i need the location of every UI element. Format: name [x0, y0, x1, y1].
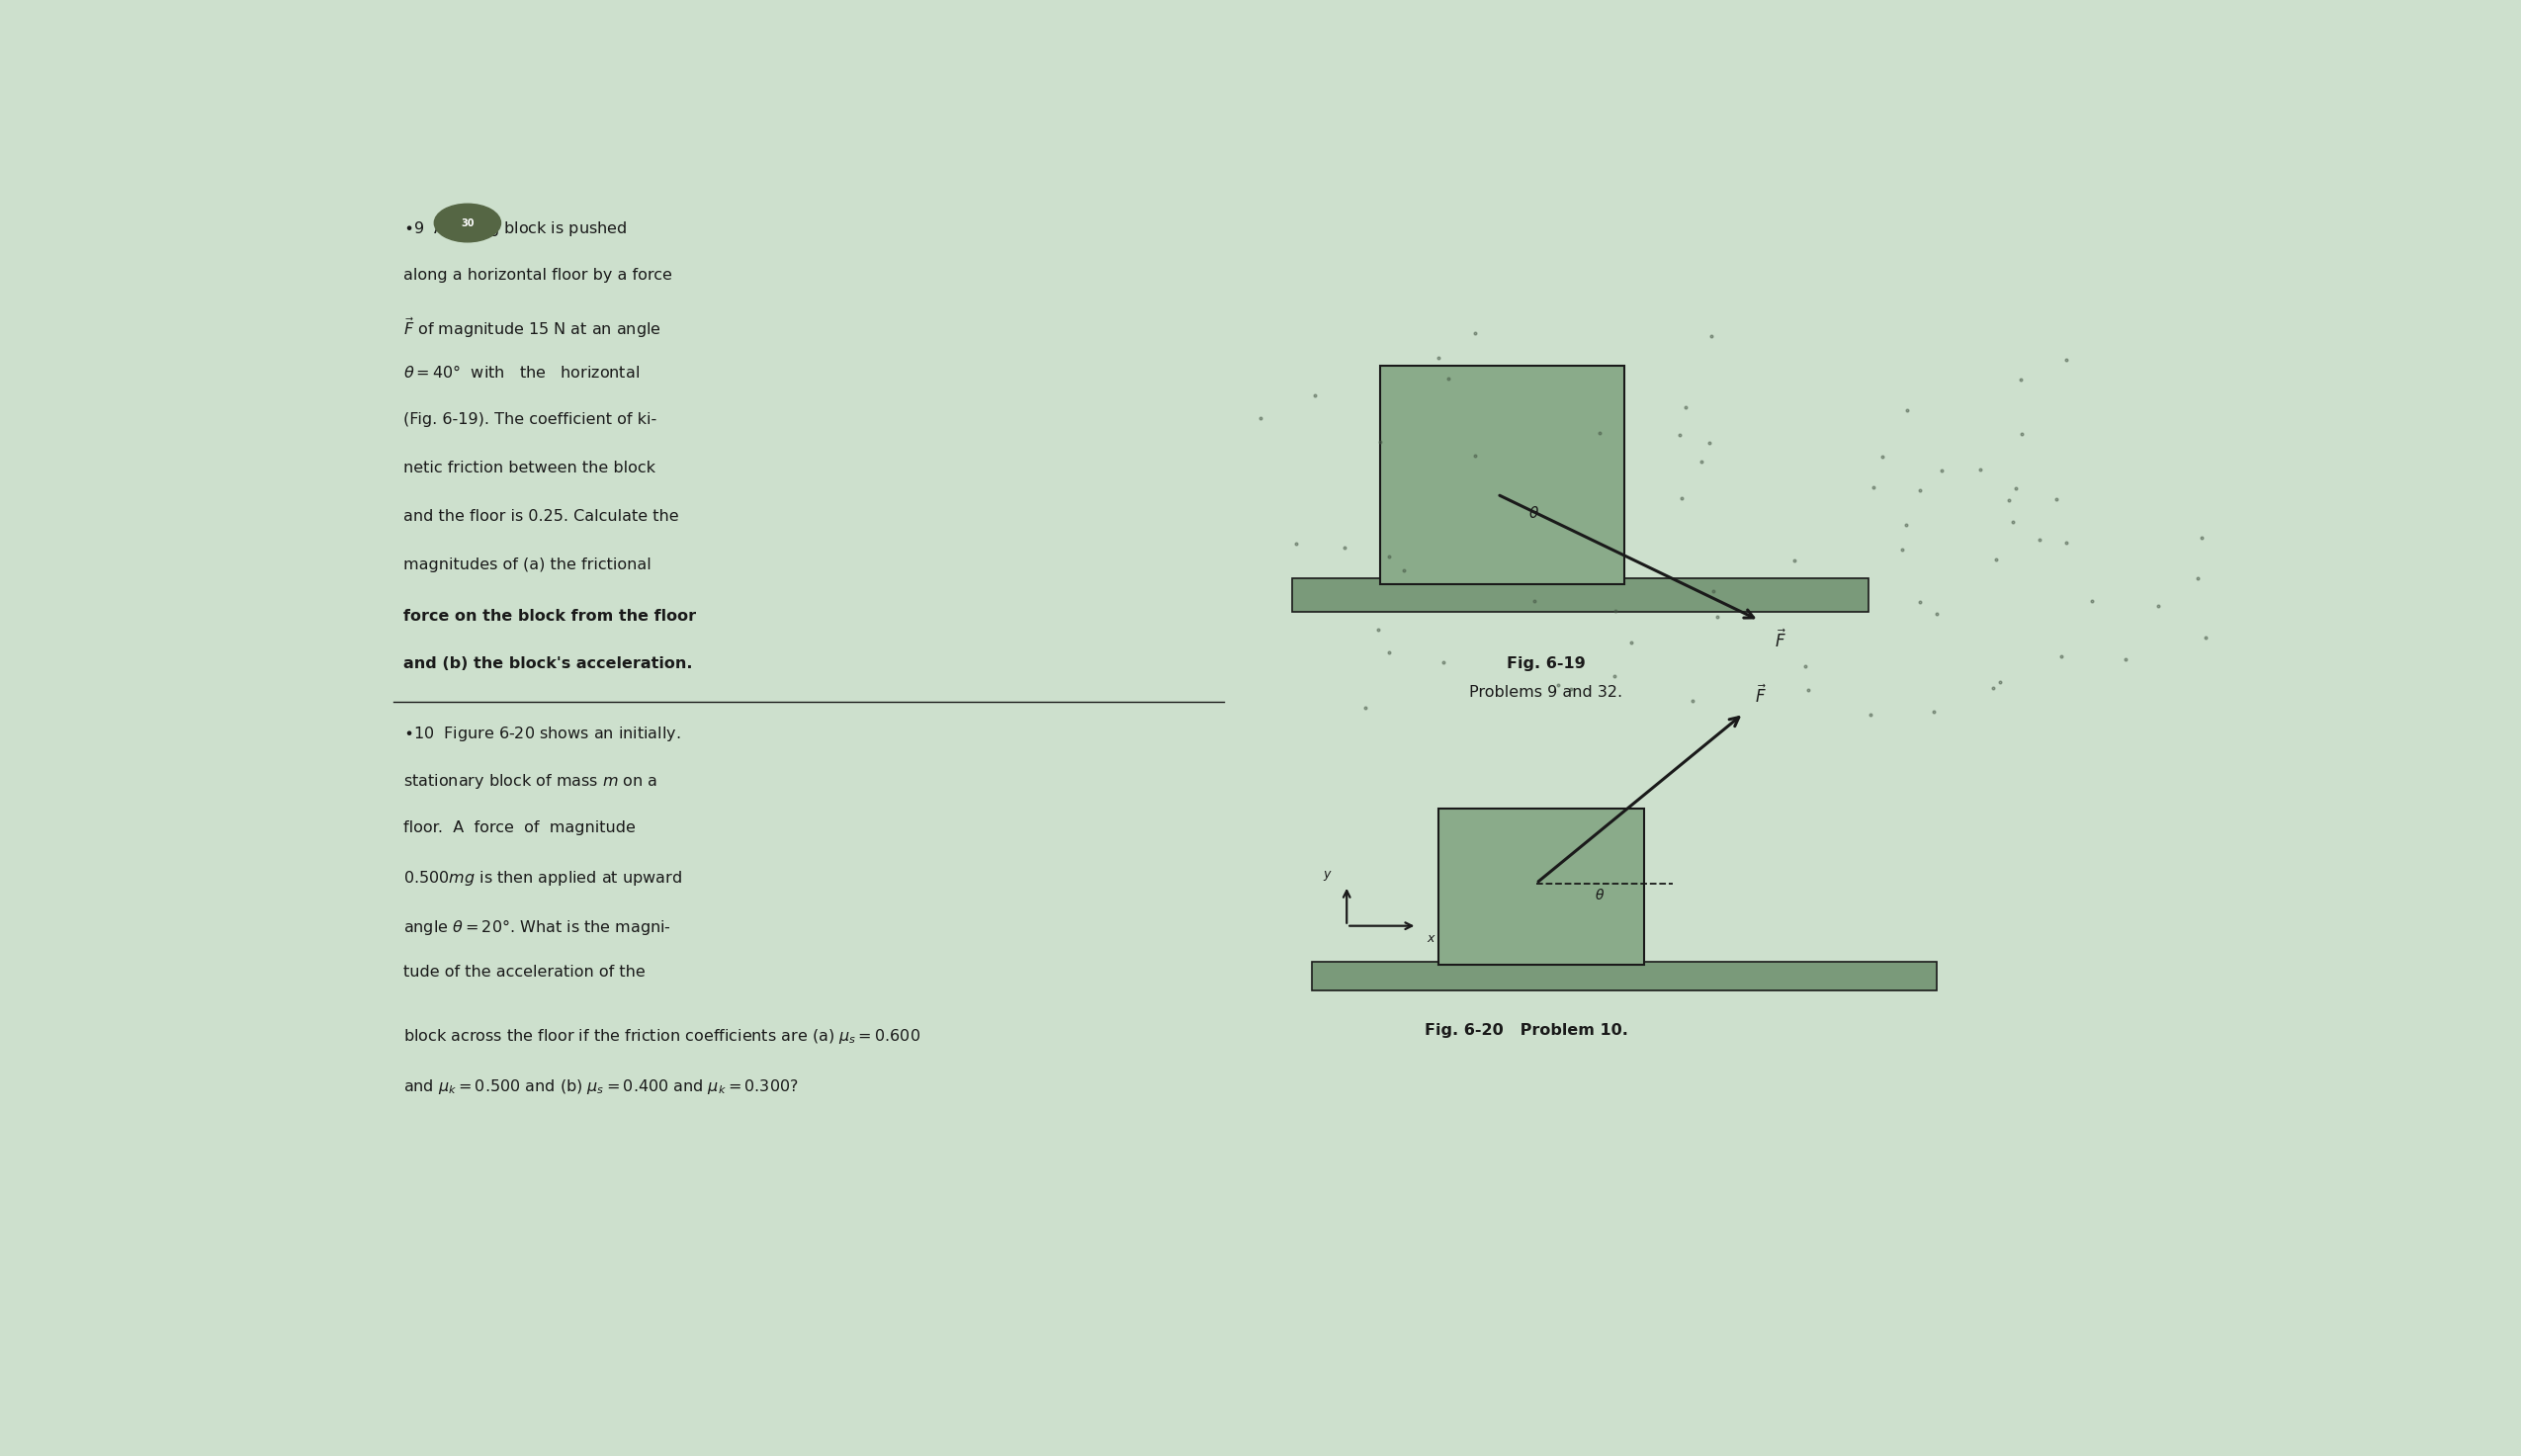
Text: and the floor is 0.25. Calculate the: and the floor is 0.25. Calculate the	[403, 508, 678, 524]
Point	[2002, 422, 2042, 446]
Point	[1901, 591, 1941, 614]
Point	[1538, 674, 1578, 697]
Text: $\vec{F}$: $\vec{F}$	[1755, 684, 1767, 706]
Point	[1787, 678, 1828, 702]
Point	[1596, 665, 1636, 689]
Point	[2072, 590, 2113, 613]
Text: (Fig. 6-19). The coefficient of ki-: (Fig. 6-19). The coefficient of ki-	[403, 412, 655, 427]
Text: and $\mu_k = 0.500$ and (b) $\mu_s = 0.400$ and $\mu_k = 0.300$?: and $\mu_k = 0.500$ and (b) $\mu_s = 0.4…	[403, 1077, 799, 1096]
Point	[2002, 368, 2042, 392]
Text: floor.  A  force  of  magnitude: floor. A force of magnitude	[403, 821, 635, 836]
Text: $\vec{F}$: $\vec{F}$	[1775, 629, 1787, 651]
Point	[1344, 696, 1384, 719]
Point	[2047, 348, 2087, 371]
Text: x: x	[1427, 933, 1434, 945]
Point	[1913, 700, 1954, 724]
Point	[1689, 431, 1729, 454]
Point	[1666, 396, 1707, 419]
Point	[1550, 677, 1591, 700]
Point	[1860, 446, 1901, 469]
Text: netic friction between the block: netic friction between the block	[403, 460, 655, 476]
Point	[2178, 566, 2218, 590]
Text: Fig. 6-19: Fig. 6-19	[1508, 657, 1586, 671]
Point	[1682, 450, 1722, 473]
Circle shape	[434, 204, 502, 242]
Text: magnitudes of (a) the frictional: magnitudes of (a) the frictional	[403, 558, 650, 572]
Point	[1515, 588, 1555, 612]
Point	[1997, 476, 2037, 499]
Point	[1455, 444, 1495, 467]
Bar	[1379, 365, 1624, 584]
Point	[1455, 322, 1495, 345]
Text: and (b) the block's acceleration.: and (b) the block's acceleration.	[403, 657, 693, 671]
Bar	[1291, 578, 1868, 612]
Text: angle $\theta = 20°$. What is the magni-: angle $\theta = 20°$. What is the magni-	[403, 917, 671, 936]
Text: Problems 9 and 32.: Problems 9 and 32.	[1470, 684, 1624, 700]
Point	[1324, 536, 1364, 559]
Point	[1384, 559, 1424, 582]
Point	[1369, 641, 1409, 664]
Text: $\theta$: $\theta$	[1596, 888, 1606, 903]
Text: $\vec{F}$ of magnitude 15 N at an angle: $\vec{F}$ of magnitude 15 N at an angle	[403, 316, 661, 339]
Text: Fig. 6-20   Problem 10.: Fig. 6-20 Problem 10.	[1424, 1024, 1629, 1038]
Point	[1853, 475, 1893, 498]
Point	[1694, 579, 1734, 603]
Point	[1989, 489, 2029, 513]
Point	[1883, 539, 1924, 562]
Text: y: y	[1324, 868, 1331, 881]
Point	[2047, 531, 2087, 555]
Text: stationary block of mass $m$ on a: stationary block of mass $m$ on a	[403, 772, 658, 791]
Point	[1692, 325, 1732, 348]
Point	[1994, 510, 2034, 533]
Text: block across the floor if the friction coefficients are (a) $\mu_s = 0.600$: block across the floor if the friction c…	[403, 1026, 920, 1045]
Point	[1697, 606, 1737, 629]
Point	[1775, 549, 1815, 572]
Bar	[1311, 962, 1936, 992]
Point	[1659, 424, 1699, 447]
Point	[2042, 645, 2082, 668]
Text: $\theta$: $\theta$	[1528, 505, 1540, 521]
Point	[1674, 689, 1714, 712]
Point	[1979, 671, 2019, 695]
Text: along a horizontal floor by a force: along a horizontal floor by a force	[403, 268, 671, 282]
Point	[1976, 547, 2017, 571]
Point	[1785, 654, 1825, 677]
Point	[1359, 617, 1399, 641]
Point	[2037, 488, 2077, 511]
Point	[1921, 459, 1961, 482]
Point	[1369, 545, 1409, 568]
Point	[1427, 367, 1467, 390]
Bar	[1439, 808, 1644, 965]
Text: 30: 30	[461, 218, 474, 229]
Point	[1850, 703, 1891, 727]
Point	[1611, 630, 1651, 654]
Point	[2138, 594, 2178, 617]
Point	[1417, 345, 1457, 368]
Text: 0.500$mg$ is then applied at upward: 0.500$mg$ is then applied at upward	[403, 869, 681, 888]
Point	[1359, 430, 1399, 453]
Point	[1974, 676, 2014, 699]
Point	[1596, 598, 1636, 622]
Point	[1888, 397, 1929, 421]
Point	[1276, 533, 1316, 556]
Point	[2019, 529, 2060, 552]
Point	[2186, 626, 2226, 649]
Point	[1898, 479, 1939, 502]
Text: tude of the acceleration of the: tude of the acceleration of the	[403, 965, 645, 980]
Point	[2105, 648, 2145, 671]
Point	[1916, 603, 1956, 626]
Text: $\bullet$9  A 3.5 kg block is pushed: $\bullet$9 A 3.5 kg block is pushed	[403, 220, 628, 239]
Point	[1422, 651, 1462, 674]
Point	[1578, 421, 1618, 444]
Point	[1961, 459, 2002, 482]
Point	[2181, 526, 2221, 549]
Text: force on the block from the floor: force on the block from the floor	[403, 609, 696, 623]
Text: $\theta = 40°$  with   the   horizontal: $\theta = 40°$ with the horizontal	[403, 364, 640, 381]
Point	[1240, 406, 1281, 430]
Point	[1661, 486, 1702, 510]
Point	[1886, 513, 1926, 536]
Text: $\bullet$10  Figure 6-20 shows an initially.: $\bullet$10 Figure 6-20 shows an initial…	[403, 724, 681, 743]
Point	[1296, 384, 1336, 408]
